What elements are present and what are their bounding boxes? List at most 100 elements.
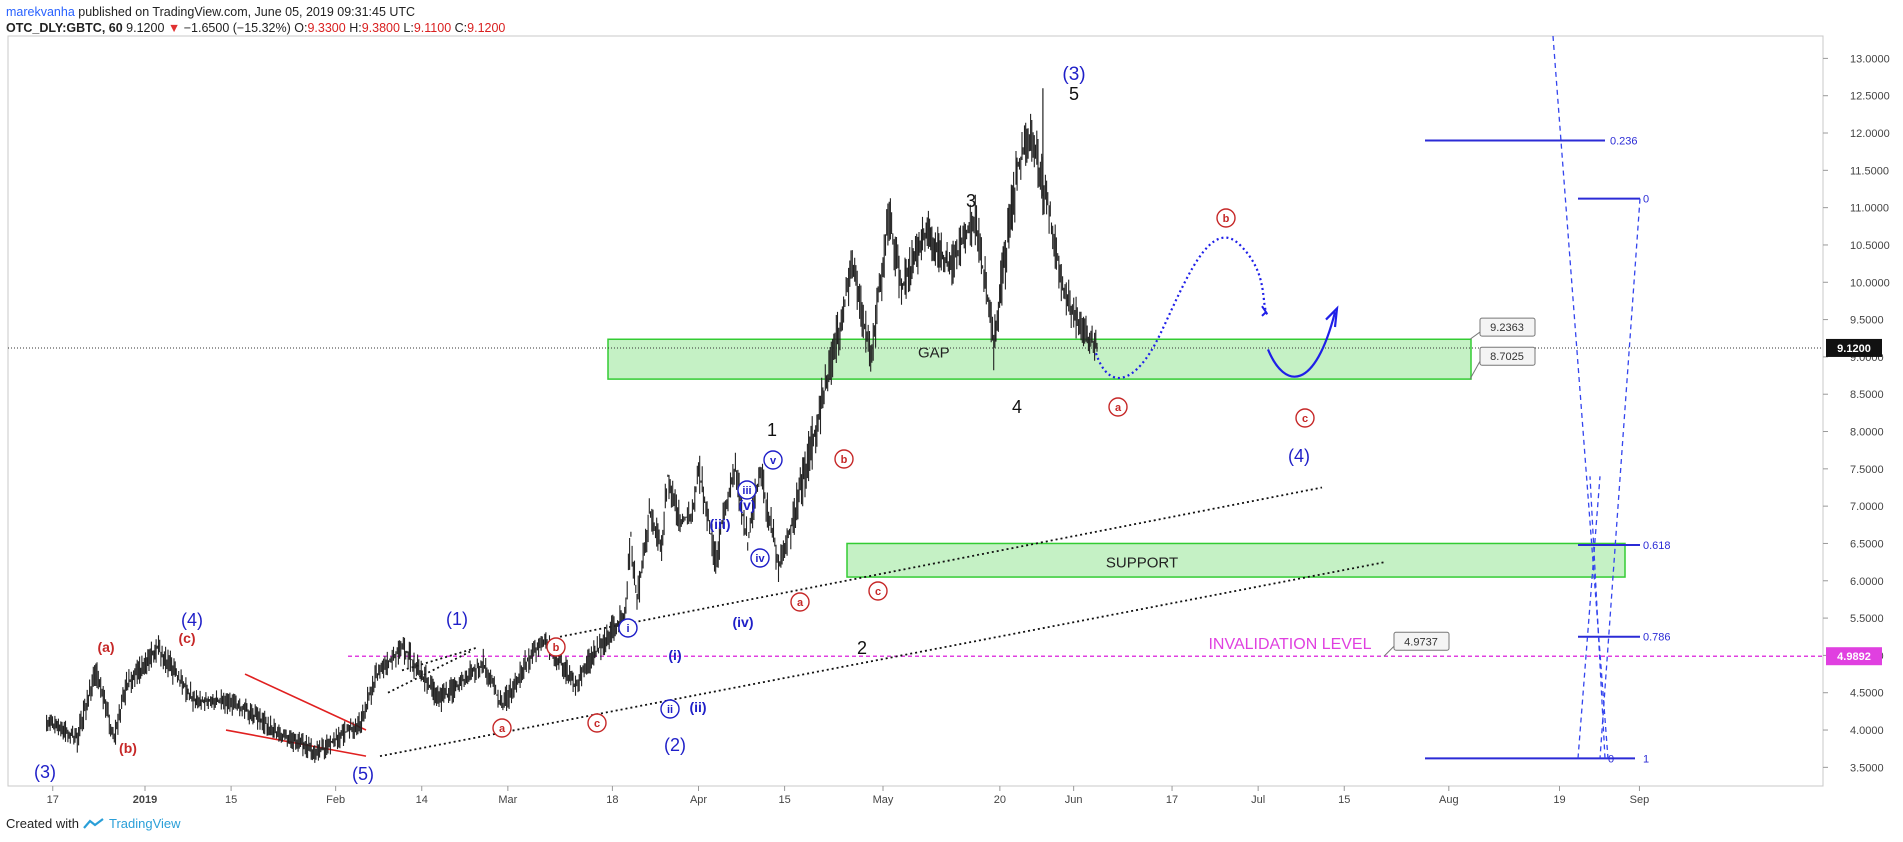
- x-tick-label: Aug: [1439, 794, 1459, 806]
- callout-invalidation-text: 4.9737: [1404, 636, 1438, 648]
- x-tick-label: Jun: [1065, 794, 1083, 806]
- high-label: H:: [349, 21, 362, 35]
- x-tick-label: Feb: [326, 794, 345, 806]
- x-tick-label: May: [873, 794, 894, 806]
- published-text: published on TradingView.com, June 05, 2…: [78, 5, 416, 19]
- y-tick-label: 4.0000: [1850, 725, 1884, 737]
- footer: Created with TradingView: [6, 816, 181, 831]
- author-link[interactable]: marekvanha: [6, 5, 75, 19]
- fib-cone-line-4: [1589, 476, 1606, 759]
- callout-lower-pointer: [1469, 360, 1481, 380]
- wave-circle-c-lower-circle: [587, 713, 607, 733]
- wave-circle-c-lower-text: c: [594, 718, 600, 730]
- fib-0.786-label: 0.786: [1643, 632, 1671, 644]
- y-tick-label: 10.0000: [1850, 277, 1890, 289]
- wave-circle-ii-text: ii: [667, 704, 673, 716]
- wave-circle-v-circle: [763, 450, 783, 470]
- fib-cone-line-3: [1577, 476, 1601, 759]
- wave-circle-a-mid-text: a: [797, 597, 804, 609]
- callout-invalidation-pointer: [1383, 645, 1395, 657]
- callout-invalidation-box: [1393, 631, 1450, 651]
- high-value: 9.3800: [361, 21, 400, 35]
- wave-circle-iv-text: iv: [755, 553, 765, 565]
- wave-circle-i-circle: [618, 618, 638, 638]
- gap-zone: [607, 338, 1472, 380]
- wave-label-a-left: (a): [97, 639, 114, 655]
- y-tick-label: 11.0000: [1850, 203, 1889, 215]
- wave-circle-i-text: i: [626, 623, 629, 635]
- y-tick-label: 7.5000: [1850, 464, 1884, 476]
- projection-wave-b: [1094, 236, 1269, 379]
- wave-circle-b-mid-text: b: [841, 454, 848, 466]
- tradingview-link[interactable]: TradingView: [108, 816, 181, 831]
- fib-0.236-label: 0.236: [1610, 135, 1638, 147]
- wave-circle-c-proj-circle: [1295, 408, 1315, 428]
- symbol-label[interactable]: OTC_DLY:GBTC, 60: [6, 21, 123, 35]
- wave-circle-c-mid-circle: [868, 581, 888, 601]
- last-price-tag: [1826, 338, 1882, 357]
- arrow-b-icon: [1261, 305, 1268, 317]
- y-tick-label: 10.5000: [1850, 240, 1890, 252]
- lower-channel-line: [379, 561, 1386, 758]
- y-tick-label: 5.5000: [1850, 613, 1884, 625]
- wave-label-c-left: (c): [178, 630, 195, 646]
- tradingview-logo-icon: [83, 817, 104, 829]
- x-tick-label: Sep: [1630, 794, 1650, 806]
- wave-circle-b-proj-circle: [1216, 208, 1236, 228]
- wedge-top-line: [244, 673, 367, 731]
- gap-label: GAP: [918, 344, 950, 361]
- projection-wave-c: [1266, 311, 1337, 378]
- wave-circle-iii-text: iii: [742, 485, 751, 497]
- wave-circle-a-proj-circle: [1108, 397, 1128, 417]
- wave-circle-c-mid-text: c: [875, 586, 881, 598]
- wave-circle-a-mid-circle: [790, 592, 810, 612]
- wave-label-i-paren: (i): [668, 647, 681, 663]
- channel-stub-bottom: [387, 650, 471, 694]
- x-tick-label: Jul: [1251, 794, 1265, 806]
- wave-label-big2: (2): [664, 735, 686, 755]
- callout-lower-box: [1479, 346, 1536, 366]
- close-label: C:: [454, 21, 468, 35]
- plot-frame: [7, 35, 1824, 787]
- ohlc-line: OTC_DLY:GBTC, 60 9.1200 ▼ −1.6500 (−15.3…: [6, 20, 505, 36]
- y-tick-label: 6.5000: [1850, 538, 1884, 550]
- x-tick-label: 15: [225, 794, 237, 806]
- x-tick-label: 14: [416, 794, 428, 806]
- arrow-c-icon: [1325, 305, 1339, 328]
- callout-upper-text: 9.2363: [1490, 322, 1524, 334]
- x-tick-label: 20: [994, 794, 1006, 806]
- down-arrow-icon: ▼: [167, 21, 181, 35]
- fib-0-bottom-label: 0: [1608, 753, 1614, 765]
- wave-circle-a-lower-text: a: [499, 723, 506, 735]
- x-tick-label: 2019: [133, 794, 157, 806]
- wave-circle-b-lower-circle: [546, 637, 566, 657]
- wave-label-5: 5: [1069, 84, 1079, 104]
- callout-upper-box: [1479, 317, 1536, 337]
- x-tick-label: 17: [47, 794, 59, 806]
- wave-circle-a-lower-circle: [492, 718, 512, 738]
- open-value: 9.3300: [307, 21, 346, 35]
- fib-cone-line-2: [1599, 198, 1641, 759]
- fib-0-top-label: 0: [1643, 194, 1649, 206]
- wave-label-big4-right: (4): [1288, 446, 1310, 466]
- y-tick-label: 13.0000: [1850, 53, 1890, 65]
- y-tick-label: 12.0000: [1850, 128, 1890, 140]
- wave-circle-b-proj-text: b: [1223, 213, 1230, 225]
- support-label: SUPPORT: [1106, 554, 1178, 571]
- invalidation-price-tag-text: 4.9892: [1837, 651, 1871, 663]
- low-value: 9.1100: [413, 21, 452, 35]
- price-change: −1.6500 (−15.32%): [183, 21, 291, 35]
- invalidation-label: INVALIDATION LEVEL: [1208, 636, 1371, 653]
- wave-circle-iii-circle: [737, 480, 757, 500]
- x-tick-label: 19: [1553, 794, 1565, 806]
- chart-header: marekvanha published on TradingView.com,…: [6, 4, 505, 36]
- wave-label-2: 2: [857, 638, 867, 658]
- wave-circle-b-mid-circle: [834, 449, 854, 469]
- support-zone: [846, 542, 1626, 578]
- y-tick-label: 7.0000: [1850, 501, 1884, 513]
- wave-label-big3-left: (3): [34, 762, 56, 782]
- x-tick-label: 17: [1166, 794, 1178, 806]
- y-tick-label: 9.5000: [1850, 315, 1884, 327]
- wave-label-v-paren: (v): [738, 497, 755, 513]
